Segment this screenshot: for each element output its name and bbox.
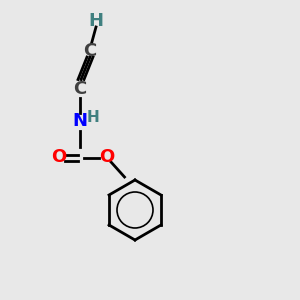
Text: H: H xyxy=(88,12,104,30)
Text: O: O xyxy=(51,148,66,166)
Text: H: H xyxy=(87,110,99,124)
Text: C: C xyxy=(73,80,86,98)
Text: N: N xyxy=(72,112,87,130)
Text: C: C xyxy=(83,42,97,60)
Text: O: O xyxy=(99,148,114,166)
